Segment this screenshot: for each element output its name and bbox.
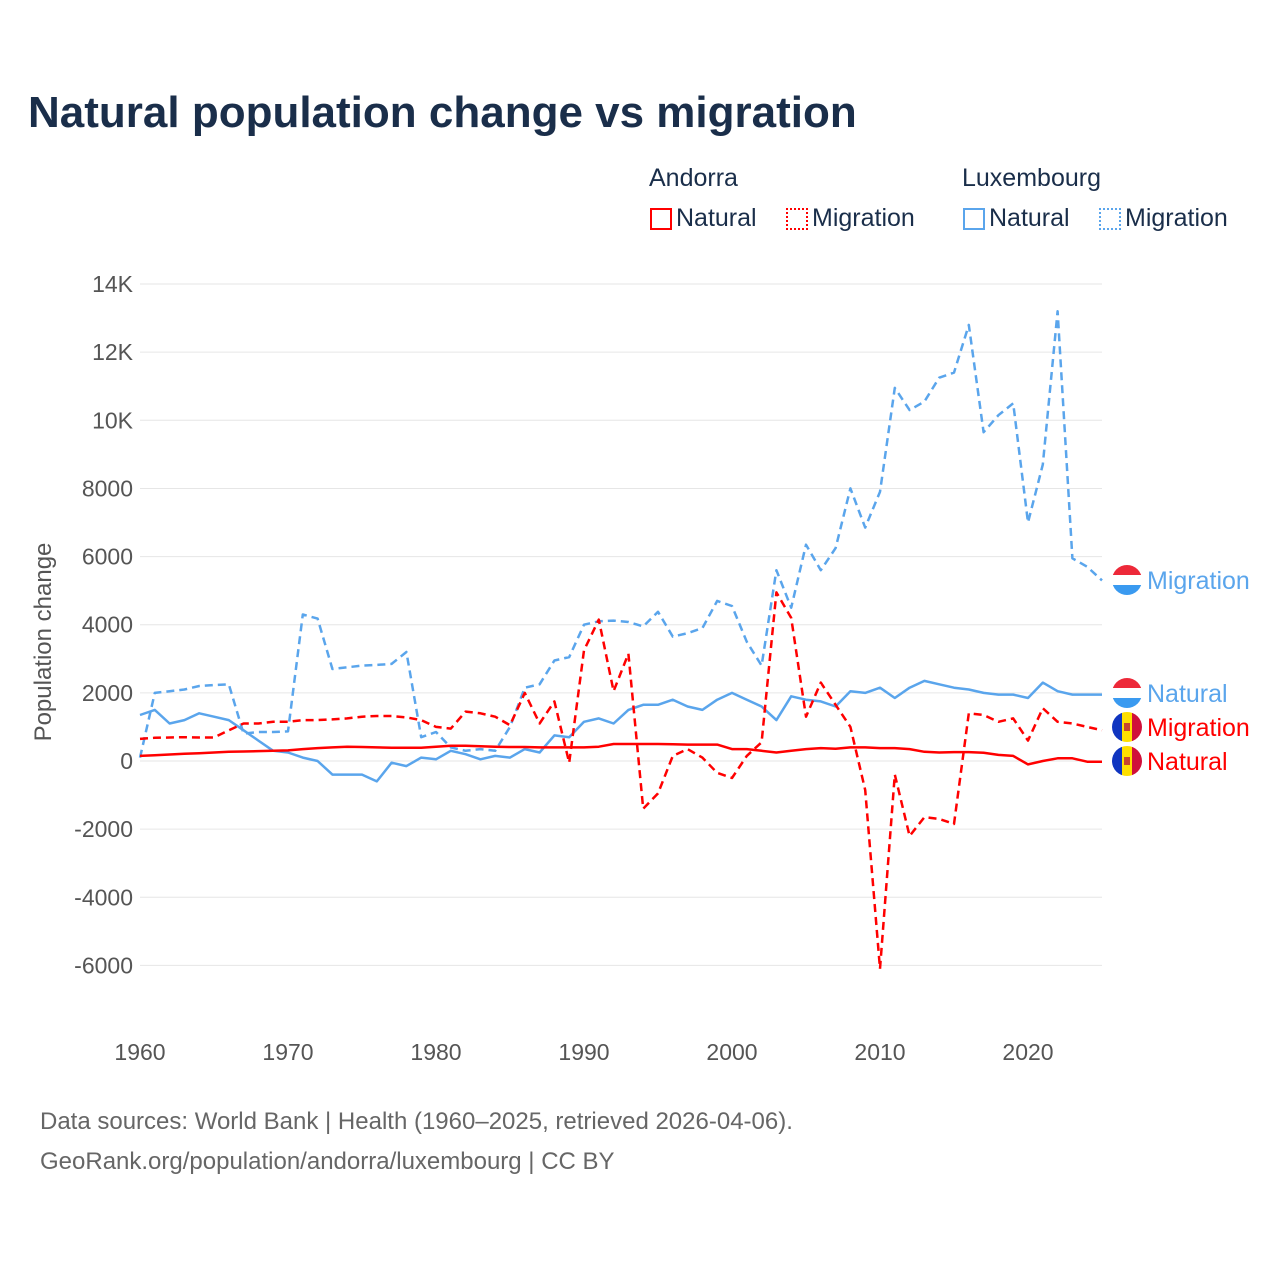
end-label: Migration: [1147, 714, 1250, 742]
y-tick-label: 12K: [92, 339, 134, 365]
chart-title: Natural population change vs migration: [28, 88, 857, 137]
y-tick-label: 6000: [82, 544, 133, 570]
x-tick-label: 2010: [854, 1039, 905, 1065]
legend-luxembourg-migration[interactable]: Migration: [1099, 204, 1228, 233]
end-label: Natural: [1147, 748, 1228, 776]
legend-luxembourg-natural[interactable]: Natural: [963, 204, 1070, 233]
flag-body: [1112, 678, 1142, 708]
luxembourg-flag-icon: [1112, 565, 1142, 595]
legend-andorra-natural[interactable]: Natural: [650, 204, 757, 233]
legend-andorra-migration[interactable]: Migration: [786, 204, 915, 233]
flag-body: [1112, 712, 1142, 742]
legend-group-luxembourg: Luxembourg: [962, 164, 1101, 192]
legend-swatch-dotted: [1099, 207, 1121, 230]
y-tick-label: 10K: [92, 407, 134, 433]
flag-stripe: [1112, 698, 1142, 708]
y-tick-label: -6000: [74, 952, 133, 978]
x-tick-label: 1960: [114, 1039, 165, 1065]
legend-label: Natural: [989, 204, 1070, 232]
flag-stripe: [1112, 565, 1142, 575]
flag-emblem: [1124, 723, 1130, 731]
legend-swatch-solid: [963, 207, 985, 230]
y-tick-label: -4000: [74, 884, 133, 910]
luxembourg-flag-icon: [1112, 678, 1142, 708]
x-tick-label: 1970: [262, 1039, 313, 1065]
y-tick-label: 2000: [82, 680, 133, 706]
y-axis-label: Population change: [30, 543, 57, 742]
andorra-flag-icon: [1112, 746, 1142, 776]
x-tick-label: 1990: [558, 1039, 609, 1065]
flag-stripe: [1112, 746, 1122, 776]
flag-stripe: [1112, 712, 1122, 742]
legend-label: Natural: [676, 204, 757, 232]
y-tick-label: 14K: [92, 271, 134, 297]
flag-stripe: [1112, 585, 1142, 595]
y-tick-label: -2000: [74, 816, 133, 842]
footer-source: Data sources: World Bank | Health (1960–…: [40, 1108, 793, 1135]
legend-label: Migration: [812, 204, 915, 232]
legend-swatch-solid: [650, 207, 672, 230]
legend-swatch-dotted: [786, 207, 808, 230]
flag-stripe: [1112, 575, 1142, 585]
flag-emblem: [1124, 757, 1130, 765]
x-tick-label: 2000: [706, 1039, 757, 1065]
series-line-luxembourg-natural: [139, 679, 1102, 783]
footer-link[interactable]: GeoRank.org/population/andorra/luxembour…: [40, 1148, 615, 1175]
flag-stripe: [1132, 712, 1142, 742]
x-tick-label: 2020: [1002, 1039, 1053, 1065]
y-tick-label: 0: [120, 748, 133, 774]
end-label: Natural: [1147, 680, 1228, 708]
x-tick-label: 1980: [410, 1039, 461, 1065]
flag-body: [1112, 565, 1142, 595]
legend-label: Migration: [1125, 204, 1228, 232]
andorra-flag-icon: [1112, 712, 1142, 742]
series-line-andorra-natural: [139, 742, 1102, 766]
y-tick-label: 8000: [82, 475, 133, 501]
legend-group-andorra: Andorra: [649, 164, 738, 192]
flag-body: [1112, 746, 1142, 776]
series-line-andorra-migration: [139, 591, 1103, 971]
flag-stripe: [1132, 746, 1142, 776]
flag-stripe: [1112, 678, 1142, 688]
end-label: Migration: [1147, 567, 1250, 595]
flag-stripe: [1112, 688, 1142, 698]
y-tick-label: 4000: [82, 612, 133, 638]
series-line-luxembourg-migration: [138, 310, 1103, 758]
